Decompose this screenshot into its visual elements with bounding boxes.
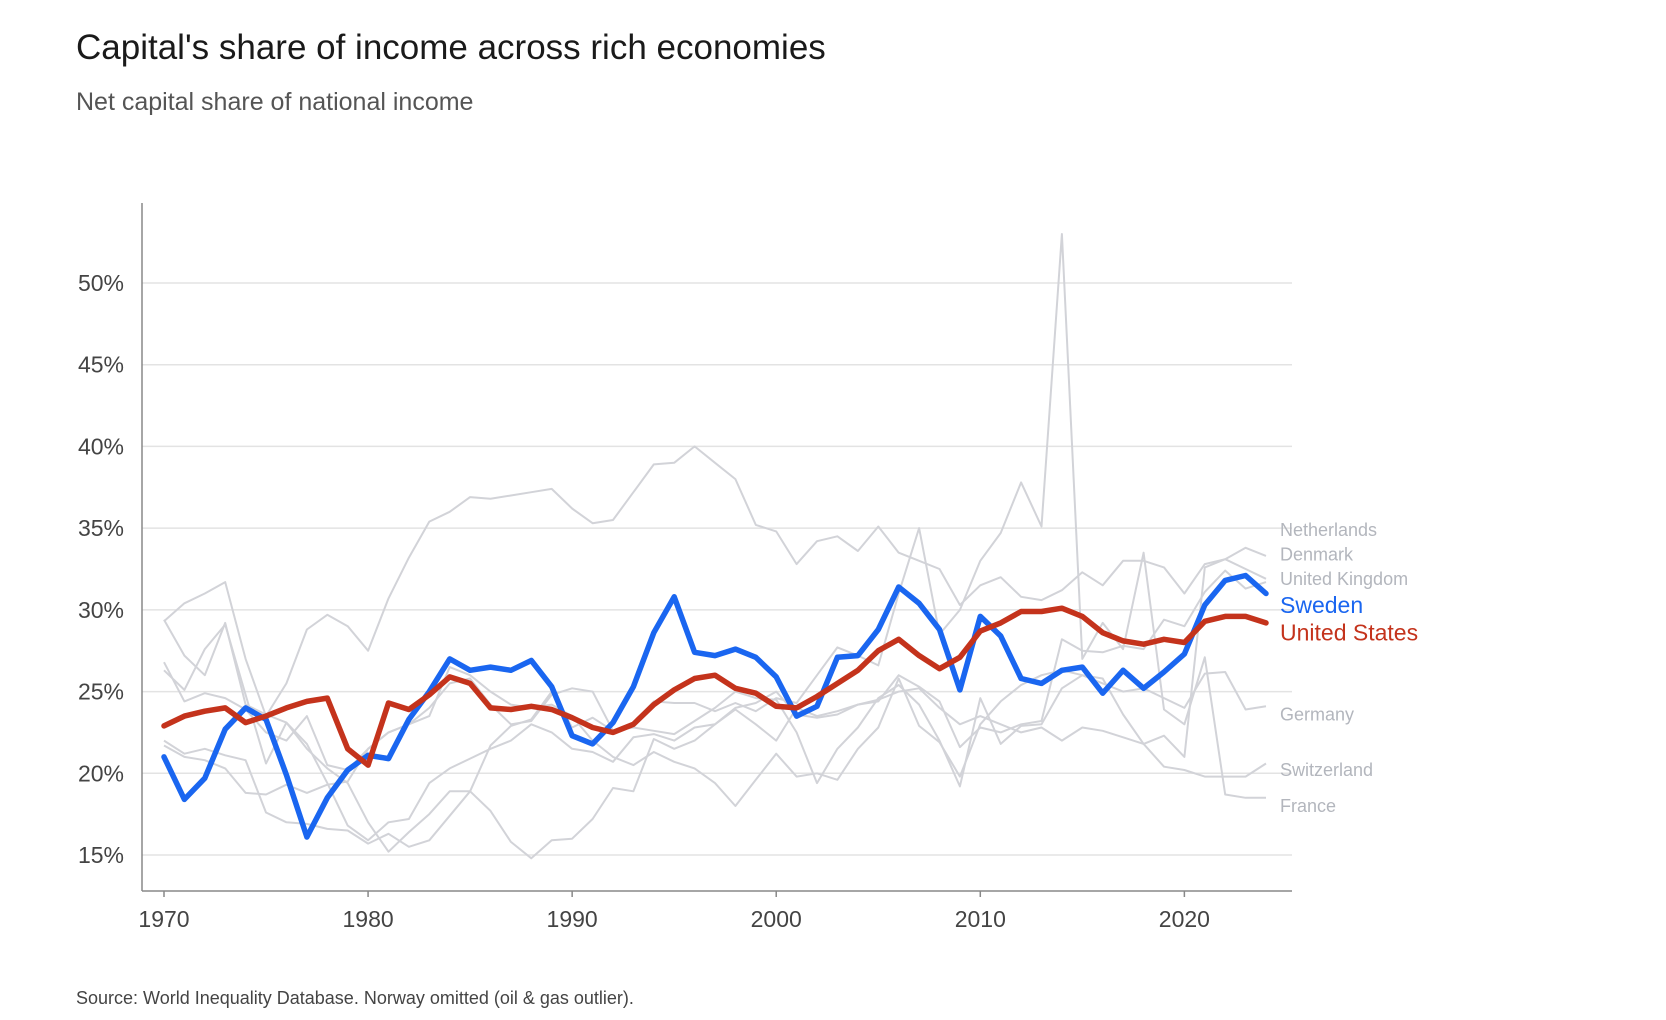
series-line-united-states xyxy=(161,605,1269,768)
y-tick-label: 25% xyxy=(78,679,124,705)
series-end-labels: Netherlands Denmark United Kingdom SwedenUn… xyxy=(1280,520,1418,816)
y-tick-label: 45% xyxy=(78,352,124,378)
chart-subtitle: Net capital share of national income xyxy=(76,88,474,116)
y-tick-label: 50% xyxy=(78,270,124,296)
series-line-sweden xyxy=(161,572,1269,840)
source-note: Source: World Inequality Database. Norwa… xyxy=(76,988,634,1008)
y-tick-label: 30% xyxy=(78,597,124,623)
x-tick-label: 2020 xyxy=(1159,906,1210,932)
series-label-united-kingdom: United Kingdom xyxy=(1280,569,1408,589)
axes: 15% 20% 25% 30% 35% 40% 45% 50% 1970 1980 1990 2000… xyxy=(78,203,1292,932)
y-tick-label: 20% xyxy=(78,760,124,786)
series-label-netherlands: Netherlands xyxy=(1280,520,1377,540)
series-line-netherlands xyxy=(163,445,1267,718)
chart-title: Capital's share of income across rich ec… xyxy=(76,28,826,67)
series-label-switzerland: Switzerland xyxy=(1280,760,1373,780)
y-tick-label: 15% xyxy=(78,842,124,868)
gridlines xyxy=(142,282,1292,856)
series-label-france: France xyxy=(1280,796,1336,816)
series-label-sweden: Sweden xyxy=(1280,592,1363,618)
highlighted-series xyxy=(161,572,1269,840)
series-label-denmark: Denmark xyxy=(1280,544,1354,564)
series-line-switzerland xyxy=(163,666,1267,807)
series-line-france xyxy=(163,233,1266,848)
x-tick-label: 1980 xyxy=(342,906,393,932)
x-tick-label: 2000 xyxy=(751,906,802,932)
x-tick-label: 1990 xyxy=(547,906,598,932)
background-series xyxy=(163,233,1267,860)
x-tick-label: 1970 xyxy=(138,906,189,932)
y-tick-label: 40% xyxy=(78,433,124,459)
series-label-germany: Germany xyxy=(1280,704,1354,724)
y-tick-label: 35% xyxy=(78,515,124,541)
series-label-united-states: United States xyxy=(1280,620,1418,646)
x-tick-label: 2010 xyxy=(955,906,1006,932)
